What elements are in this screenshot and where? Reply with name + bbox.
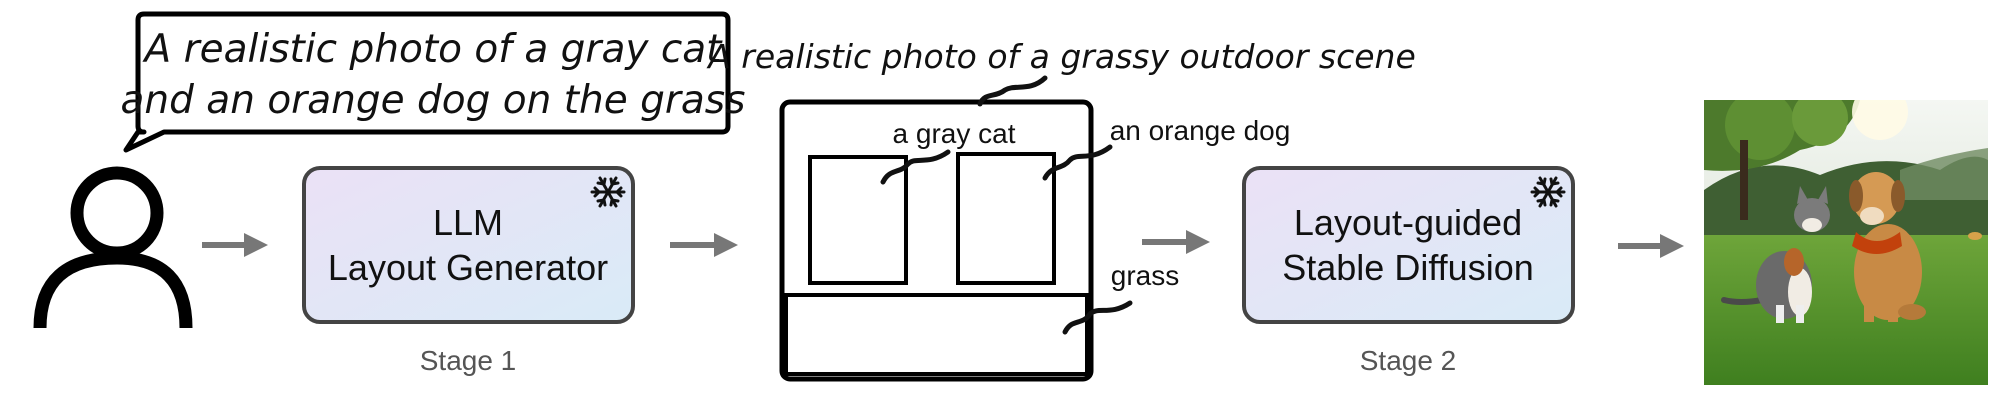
stage1-title-line-1: LLM xyxy=(433,202,503,243)
stage2-caption: Stage 2 xyxy=(1360,345,1457,376)
right-arrow-icon xyxy=(1142,230,1210,254)
stage2-box: Layout-guided Stable Diffusion xyxy=(1242,166,1575,324)
label-gray-cat: a gray cat xyxy=(893,118,1016,149)
label-connectors xyxy=(880,75,1133,335)
stage1-caption: Stage 1 xyxy=(420,345,517,376)
stage1-title-line-2: Layout Generator xyxy=(328,247,608,288)
stage2-title-line-2: Stable Diffusion xyxy=(1282,247,1534,288)
prompt-line-2: and an orange dog on the grass xyxy=(121,78,746,123)
cat-figure xyxy=(1721,186,1830,323)
layout-background-caption: A realistic photo of a grassy outdoor sc… xyxy=(706,37,1416,76)
generated-image xyxy=(1704,100,1988,385)
prompt-speech-bubble: A realistic photo of a gray cat and an o… xyxy=(121,11,746,153)
user-icon xyxy=(33,166,193,329)
stage2-title-line-1: Layout-guided xyxy=(1294,202,1522,243)
right-arrow-icon xyxy=(670,233,738,257)
right-arrow-icon xyxy=(1618,234,1684,258)
label-grass: grass xyxy=(1111,260,1179,291)
layout-panel xyxy=(779,99,1094,382)
label-orange-dog: an orange dog xyxy=(1110,115,1291,146)
snowflake-icon xyxy=(590,176,626,208)
right-arrow-icon xyxy=(202,233,268,257)
cat-bounding-box xyxy=(808,155,908,285)
snowflake-icon xyxy=(1530,176,1566,208)
prompt-line-1: A realistic photo of a gray cat xyxy=(142,27,724,72)
dog-figure xyxy=(1849,172,1926,322)
grass-bounding-box xyxy=(784,293,1089,376)
dog-bounding-box xyxy=(956,152,1056,285)
stage1-box: LLM Layout Generator xyxy=(302,166,635,324)
